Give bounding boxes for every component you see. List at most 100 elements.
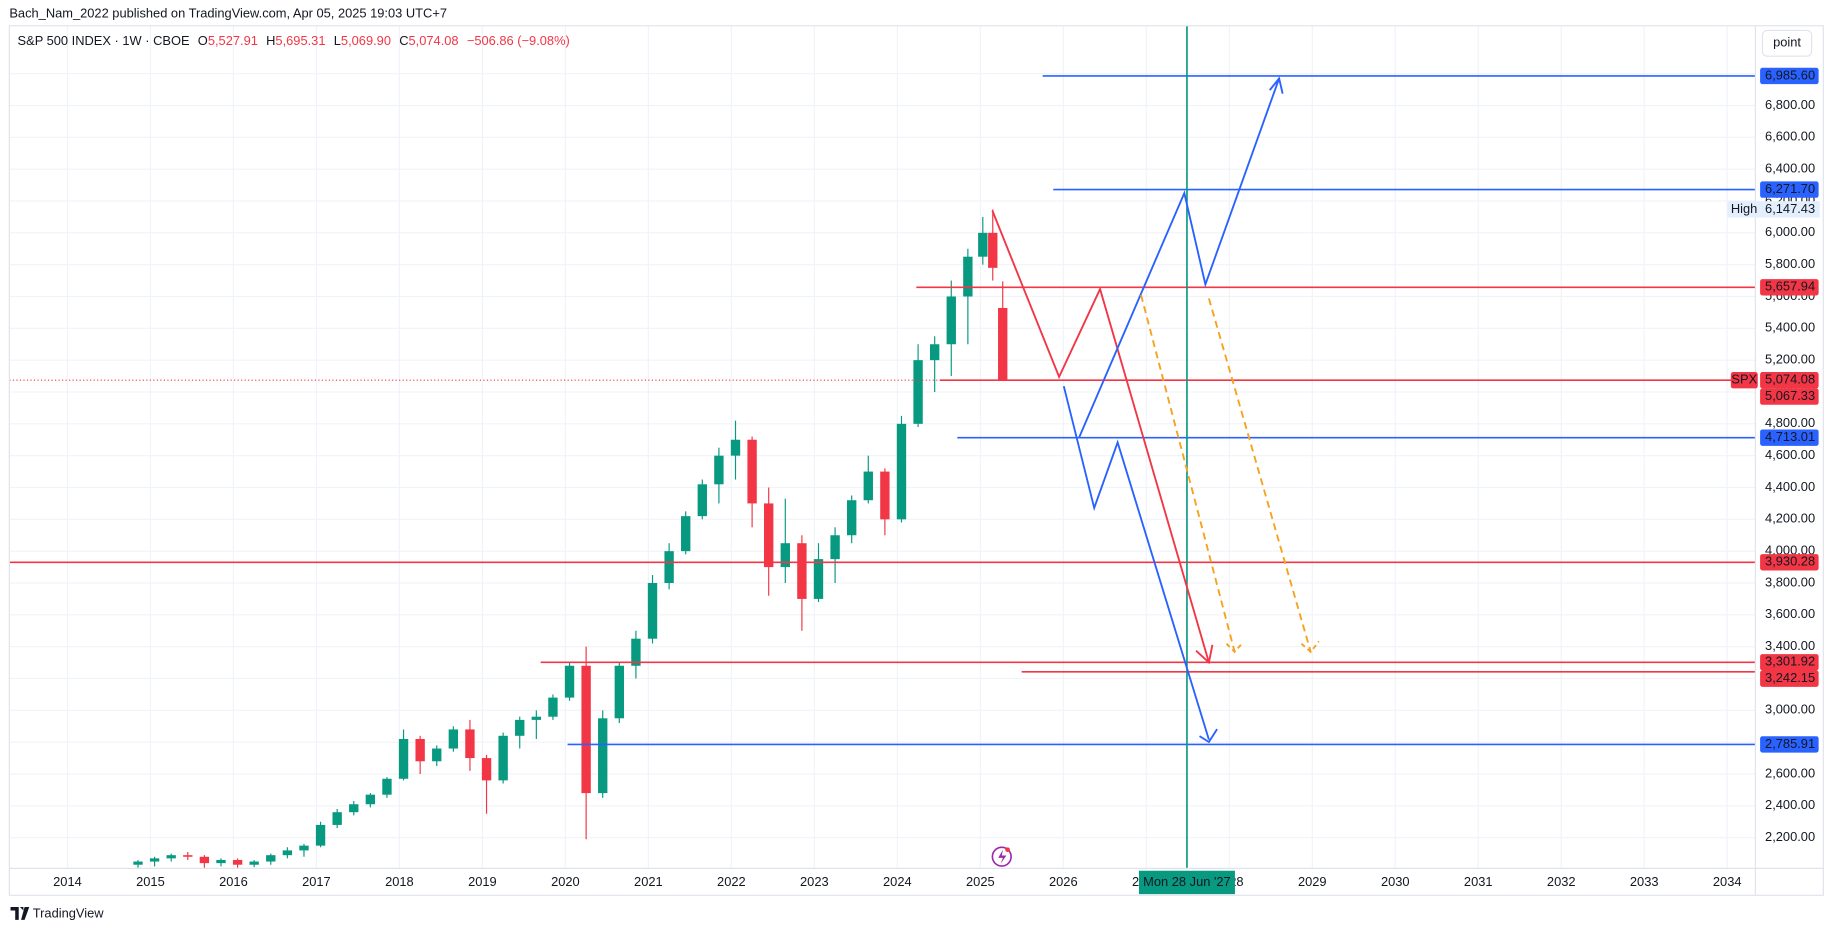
brand-logo xyxy=(10,907,30,920)
x-tick-label: 2021 xyxy=(634,874,663,889)
scale-button[interactable]: point xyxy=(1761,29,1813,57)
price-label: 3,242.15 xyxy=(1765,670,1815,685)
price-label: 3,930.28 xyxy=(1765,554,1815,569)
symbol: S&P 500 INDEX · 1W · CBOE xyxy=(18,34,190,49)
candle-body xyxy=(249,861,259,865)
brand-name: TradingView xyxy=(33,905,104,920)
candle-body xyxy=(349,804,359,813)
x-tick-label: 2019 xyxy=(468,874,497,889)
price-label: 5,657.94 xyxy=(1765,279,1815,294)
candle-body xyxy=(714,455,724,485)
y-tick-label: 2,400.00 xyxy=(1765,797,1815,812)
price-label-box xyxy=(1760,554,1819,571)
candle-body xyxy=(515,719,525,736)
alert-icon[interactable] xyxy=(991,846,1012,867)
red-projection xyxy=(991,210,1210,663)
candle-body xyxy=(448,729,459,749)
x-tick-label: 2018 xyxy=(385,874,414,889)
candle-body xyxy=(598,718,608,794)
candle-body xyxy=(564,665,575,698)
price-label: 3,301.92 xyxy=(1765,654,1815,669)
candle-body xyxy=(465,729,475,759)
y-tick-label: 5,400.00 xyxy=(1765,320,1815,335)
candle-body xyxy=(282,850,293,856)
ohlc-value: 5,074.08 xyxy=(409,34,459,49)
legend-line: S&P 500 INDEX · 1W · CBOE O5,527.91 H5,6… xyxy=(18,34,570,49)
candle-body xyxy=(133,861,143,865)
candle-body xyxy=(913,360,923,424)
candle-body xyxy=(415,738,425,762)
symbol-tag-box xyxy=(1730,372,1758,389)
price-label: 4,713.01 xyxy=(1765,429,1815,444)
ohlc-value: 5,527.91 xyxy=(208,34,258,49)
candle-body xyxy=(929,344,940,361)
candle-body xyxy=(183,855,193,857)
candle-body xyxy=(149,858,160,862)
x-tick-label: 2015 xyxy=(136,874,165,889)
x-tick-label: 2030 xyxy=(1381,874,1410,889)
arrowhead xyxy=(1225,641,1244,654)
price-label-box xyxy=(1760,388,1819,405)
candle-body xyxy=(382,778,392,795)
y-tick-label: 6,600.00 xyxy=(1765,129,1815,144)
alert-dot xyxy=(1005,847,1010,853)
candle-body xyxy=(730,439,741,456)
x-tick-label: 2033 xyxy=(1630,874,1659,889)
ohlc-key: H xyxy=(266,34,275,49)
candle-body xyxy=(266,855,276,862)
candle-body xyxy=(896,423,907,520)
candle-body xyxy=(581,665,591,794)
y-tick-label: 4,800.00 xyxy=(1765,415,1815,430)
y-tick-label: 6,400.00 xyxy=(1765,161,1815,176)
candle-body xyxy=(681,516,691,552)
candle-body xyxy=(946,296,956,345)
candle-body xyxy=(863,471,873,501)
price-label: 6,271.70 xyxy=(1765,181,1815,196)
candle-body xyxy=(432,748,442,762)
scale-button-box[interactable] xyxy=(1761,29,1813,57)
candle-body xyxy=(531,716,542,720)
ohlc-value: 5,695.31 xyxy=(275,34,325,49)
candle-body xyxy=(747,439,757,504)
brand: TradingView xyxy=(10,905,104,920)
candle-body xyxy=(998,307,1008,381)
y-tick-label: 4,000.00 xyxy=(1765,543,1815,558)
candle-body xyxy=(365,794,376,805)
candle-body xyxy=(498,735,508,781)
arrowhead xyxy=(1300,640,1320,654)
y-tick-label: 6,000.00 xyxy=(1765,224,1815,239)
candle-body xyxy=(299,845,309,851)
drawings xyxy=(991,76,1320,744)
high-label: High xyxy=(1731,201,1757,216)
price-label-box xyxy=(1760,67,1819,85)
blue-projection-up xyxy=(1078,78,1280,439)
high-value: 6,147.43 xyxy=(1765,201,1815,216)
blue-projection-down xyxy=(1062,385,1210,740)
candle-body xyxy=(647,582,658,639)
ohlc-key: L xyxy=(334,34,341,49)
x-tick-label: 2017 xyxy=(302,874,331,889)
x-tick-label: 2029 xyxy=(1298,874,1327,889)
x-tick-label: 2023 xyxy=(800,874,829,889)
x-tick-label: 2031 xyxy=(1464,874,1493,889)
change: −506.86 (−9.08%) xyxy=(467,34,570,49)
candle-body xyxy=(988,232,998,268)
crosshair-label-box xyxy=(1138,870,1235,895)
orange-dashed-projection xyxy=(1208,298,1312,653)
candle-body xyxy=(780,543,790,568)
publisher: Bach_Nam_2022 published on TradingView.c… xyxy=(9,5,447,20)
price-label-box xyxy=(1760,181,1819,198)
candle-body xyxy=(764,503,774,568)
x-tick-label: 2026 xyxy=(1049,874,1078,889)
y-tick-label: 5,200.00 xyxy=(1765,352,1815,367)
candle-body xyxy=(199,856,210,864)
ohlc-value: 5,069.90 xyxy=(341,34,391,49)
levels xyxy=(9,25,1756,869)
candle-body xyxy=(614,665,625,719)
x-tick-label: 2034 xyxy=(1713,874,1742,889)
scale-button-label[interactable]: point xyxy=(1773,35,1801,50)
price-label: 5,067.33 xyxy=(1765,388,1815,403)
